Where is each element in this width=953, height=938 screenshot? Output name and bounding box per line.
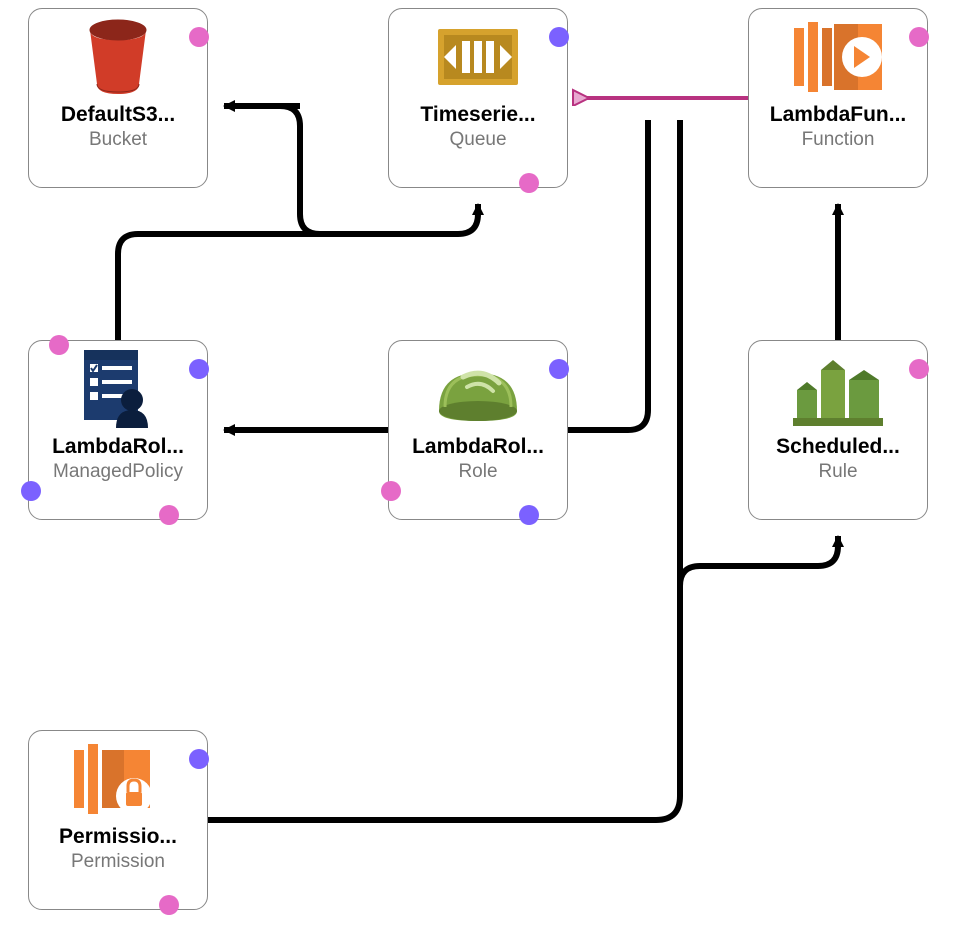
status-dot [49, 335, 69, 355]
node-subtitle: ManagedPolicy [53, 461, 183, 483]
status-dot [549, 27, 569, 47]
node-title: LambdaRol... [412, 435, 544, 459]
diagram-canvas: DefaultS3... Bucket Timeserie... Queue [0, 0, 953, 938]
edge-permission-rule [680, 536, 838, 586]
node-subtitle: Rule [818, 461, 857, 483]
s3-icon [83, 17, 153, 97]
status-dot [159, 895, 179, 915]
status-dot [519, 505, 539, 525]
node-subtitle: Role [458, 461, 497, 483]
status-dot [189, 749, 209, 769]
status-dot [519, 173, 539, 193]
node-title: LambdaFun... [770, 103, 907, 127]
permission-icon [74, 739, 162, 819]
node-subtitle: Bucket [89, 129, 147, 151]
node-title: Scheduled... [776, 435, 900, 459]
node-subtitle: Permission [71, 851, 165, 873]
edge-role-lambda [568, 120, 648, 430]
node-title: Timeserie... [420, 103, 535, 127]
node-title: LambdaRol... [52, 435, 184, 459]
node-title: Permissio... [59, 825, 177, 849]
node-title: DefaultS3... [61, 103, 175, 127]
lambda-icon [794, 17, 882, 97]
status-dot [21, 481, 41, 501]
role-icon [433, 349, 523, 429]
status-dot [189, 359, 209, 379]
node-lambda-function[interactable]: LambdaFun... Function [748, 8, 928, 188]
status-dot [909, 359, 929, 379]
node-subtitle: Function [802, 129, 875, 151]
status-dot [909, 27, 929, 47]
policy-icon [78, 349, 158, 429]
node-lambda-permission[interactable]: Permissio... Permission [28, 730, 208, 910]
node-sqs-queue[interactable]: Timeserie... Queue [388, 8, 568, 188]
status-dot [159, 505, 179, 525]
status-dot [381, 481, 401, 501]
node-iam-role[interactable]: LambdaRol... Role [388, 340, 568, 520]
node-subtitle: Queue [449, 129, 506, 151]
edge-policy-s3-full [224, 106, 320, 234]
rule-icon [793, 349, 883, 429]
edge-policy-branch [118, 204, 478, 340]
node-s3-bucket[interactable]: DefaultS3... Bucket [28, 8, 208, 188]
node-managed-policy[interactable]: LambdaRol... ManagedPolicy [28, 340, 208, 520]
status-dot [549, 359, 569, 379]
status-dot [189, 27, 209, 47]
sqs-icon [436, 17, 520, 97]
node-events-rule[interactable]: Scheduled... Rule [748, 340, 928, 520]
